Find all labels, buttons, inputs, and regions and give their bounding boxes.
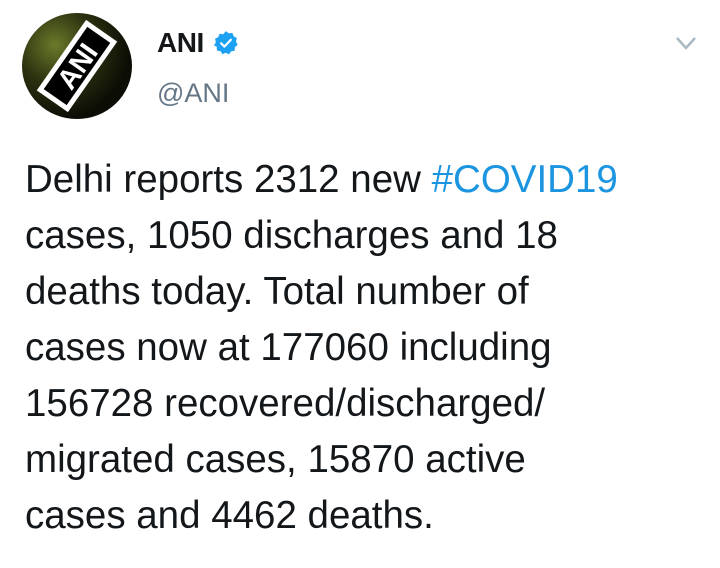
tweet-line: cases and 4462 deaths.	[25, 494, 434, 537]
tweet-line: deaths today. Total number of	[25, 270, 529, 313]
tweet-line: cases, 1050 discharges and 18	[25, 214, 558, 257]
author-name[interactable]: ANI	[157, 27, 239, 59]
author-name-text: ANI	[157, 27, 204, 58]
tweet-line: 156728 recovered/discharged/	[25, 382, 546, 425]
hashtag-link[interactable]: #COVID19	[431, 158, 618, 201]
tweet-line: Delhi reports 2312 new #COVID19	[25, 158, 618, 201]
chevron-down-icon[interactable]	[674, 34, 698, 52]
tweet-line: migrated cases, 15870 active	[25, 438, 526, 481]
verified-badge-icon	[213, 31, 238, 55]
avatar[interactable]: ANI	[22, 13, 132, 119]
tweet-text: Delhi reports 2312 new #COVID19 cases, 1…	[25, 152, 618, 544]
author-handle[interactable]: @ANI	[157, 78, 230, 108]
tweet-line: cases now at 177060 including	[25, 326, 552, 369]
